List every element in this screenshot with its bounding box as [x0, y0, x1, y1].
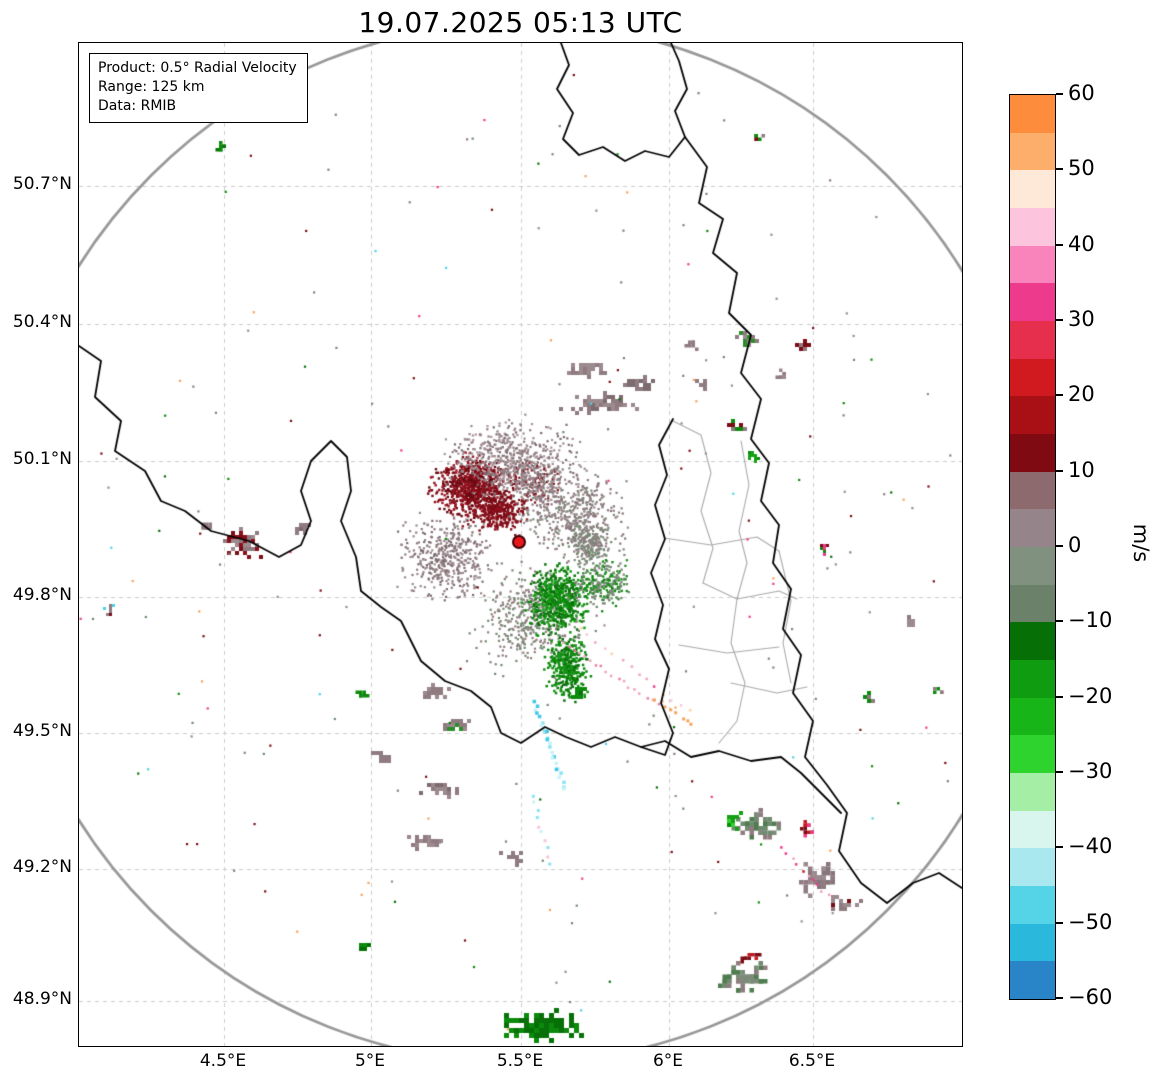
- colorbar-tick-label: −30: [1068, 759, 1113, 783]
- radar-velocity-canvas: [79, 43, 962, 1046]
- colorbar-band: [1010, 961, 1055, 1000]
- y-tick-label: 49.5°N: [12, 721, 72, 741]
- colorbar-tick-mark: [1056, 469, 1063, 472]
- colorbar-tick-mark: [1056, 921, 1063, 924]
- colorbar-tick-mark: [1056, 997, 1063, 999]
- y-tick-label: 50.4°N: [12, 312, 72, 332]
- colorbar-band: [1010, 547, 1055, 585]
- colorbar-band: [1010, 132, 1055, 171]
- colorbar-band: [1010, 245, 1055, 284]
- colorbar-tick-label: 40: [1068, 231, 1095, 256]
- product-info-box: Product: 0.5° Radial Velocity Range: 125…: [89, 53, 308, 123]
- colorbar-band: [1010, 735, 1055, 774]
- colorbar-band: [1010, 622, 1055, 661]
- y-tick-label: 50.1°N: [12, 449, 72, 469]
- range-line: Range: 125 km: [98, 78, 205, 95]
- colorbar-tick-label: −60: [1068, 985, 1113, 1009]
- colorbar-band: [1010, 208, 1055, 246]
- colorbar-tick-label: 60: [1068, 81, 1095, 105]
- colorbar-tick-label: −40: [1068, 834, 1113, 859]
- colorbar-band: [1010, 848, 1055, 887]
- colorbar-tick-label: 10: [1068, 457, 1095, 482]
- radar-plot-area: Product: 0.5° Radial Velocity Range: 125…: [78, 42, 963, 1047]
- y-tick-label: 49.2°N: [12, 857, 72, 877]
- colorbar-tick-label: −50: [1068, 909, 1113, 934]
- colorbar-tick-mark: [1056, 620, 1063, 623]
- colorbar-tick-mark: [1056, 695, 1063, 698]
- colorbar-tick-mark: [1056, 846, 1063, 849]
- colorbar-band: [1010, 321, 1055, 359]
- colorbar-tick-label: −20: [1068, 683, 1113, 708]
- colorbar-tick-mark: [1056, 168, 1063, 171]
- colorbar-band: [1010, 283, 1055, 322]
- x-tick-label: 4.5°E: [199, 1051, 247, 1071]
- colorbar-band: [1010, 95, 1055, 133]
- colorbar-band: [1010, 170, 1055, 209]
- colorbar-tick-mark: [1056, 545, 1063, 547]
- colorbar-tick-mark: [1056, 93, 1063, 95]
- velocity-colorbar: [1009, 94, 1056, 1000]
- colorbar-band: [1010, 773, 1055, 811]
- page-title: 19.07.2025 05:13 UTC: [358, 6, 683, 39]
- colorbar-band: [1010, 923, 1055, 962]
- colorbar-band: [1010, 660, 1055, 698]
- colorbar-band: [1010, 358, 1055, 397]
- colorbar-tick-mark: [1056, 771, 1063, 773]
- y-tick-label: 48.9°N: [12, 989, 72, 1009]
- colorbar-band: [1010, 810, 1055, 849]
- colorbar-band: [1010, 396, 1055, 435]
- y-tick-label: 50.7°N: [12, 174, 72, 194]
- colorbar-band: [1010, 584, 1055, 623]
- colorbar-tick-mark: [1056, 319, 1063, 321]
- x-tick-label: 6.5°E: [788, 1051, 836, 1071]
- y-tick-label: 49.8°N: [12, 585, 72, 605]
- data-source-line: Data: RMIB: [98, 97, 177, 114]
- colorbar-band: [1010, 509, 1055, 548]
- colorbar-tick-label: 0: [1068, 533, 1082, 557]
- colorbar-tick-mark: [1056, 243, 1063, 246]
- colorbar-band: [1010, 471, 1055, 510]
- colorbar-tick-label: 30: [1068, 307, 1095, 331]
- colorbar-band: [1010, 434, 1055, 472]
- colorbar-tick-label: 50: [1068, 156, 1095, 181]
- x-tick-label: 5.5°E: [496, 1051, 544, 1071]
- product-line: Product: 0.5° Radial Velocity: [98, 60, 297, 76]
- colorbar-band: [1010, 697, 1055, 736]
- colorbar-tick-label: 20: [1068, 382, 1095, 407]
- colorbar-units-label: m/s: [1129, 523, 1153, 563]
- colorbar-tick-mark: [1056, 394, 1063, 397]
- colorbar-tick-label: −10: [1068, 608, 1113, 633]
- x-tick-label: 5°E: [354, 1051, 386, 1071]
- colorbar-band: [1010, 886, 1055, 924]
- x-tick-label: 6°E: [652, 1051, 684, 1071]
